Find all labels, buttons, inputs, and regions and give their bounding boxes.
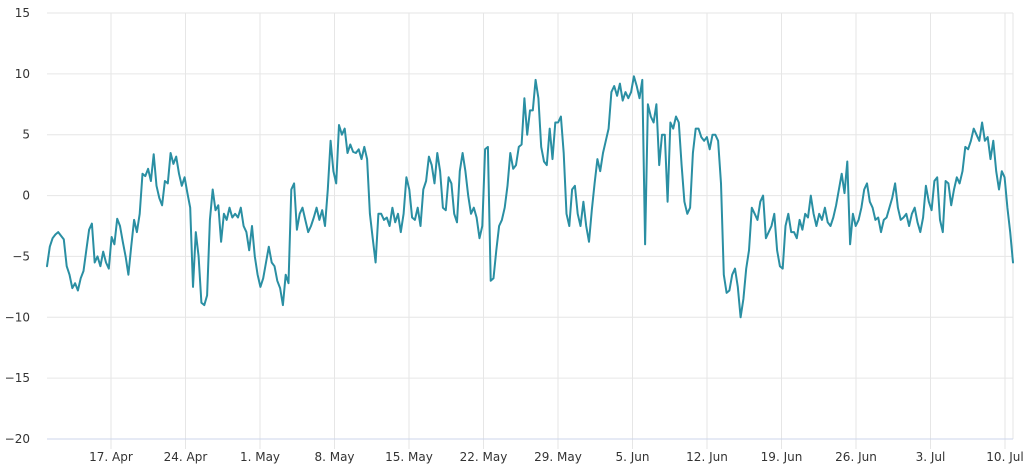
x-tick-label: 17. Apr [89,450,133,464]
x-tick-label: 29. May [534,450,582,464]
data-series-line[interactable] [46,75,1014,319]
y-tick-label: 0 [22,189,30,203]
x-tick-label: 1. May [240,450,280,464]
x-tick-label: 12. Jun [686,450,728,464]
x-tick-label: 8. May [314,450,354,464]
y-tick-label: 5 [22,128,30,142]
vertical-gridlines [110,13,1014,449]
y-tick-label: −10 [5,310,30,324]
y-tick-label: −5 [12,249,30,263]
y-tick-label: 15 [15,6,30,20]
y-tick-label: 10 [15,67,30,81]
x-tick-label: 3. Jul [916,450,946,464]
x-tick-label: 22. May [460,450,508,464]
x-tick-label: 26. Jun [835,450,877,464]
y-tick-label: −15 [5,371,30,385]
x-axis-labels: 17. Apr 24. Apr 1. May 8. May 15. May 22. May… [89,450,1024,464]
x-tick-label: 5. Jun [615,450,649,464]
y-tick-label: −20 [5,432,30,446]
y-axis-labels: 15 10 5 0 −5 −10 −15 −20 [5,6,30,446]
x-tick-label: 10. Jul [986,450,1023,464]
x-tick-label: 15. May [385,450,433,464]
x-tick-label: 24. Apr [164,450,208,464]
x-tick-label: 19. Jun [761,450,803,464]
